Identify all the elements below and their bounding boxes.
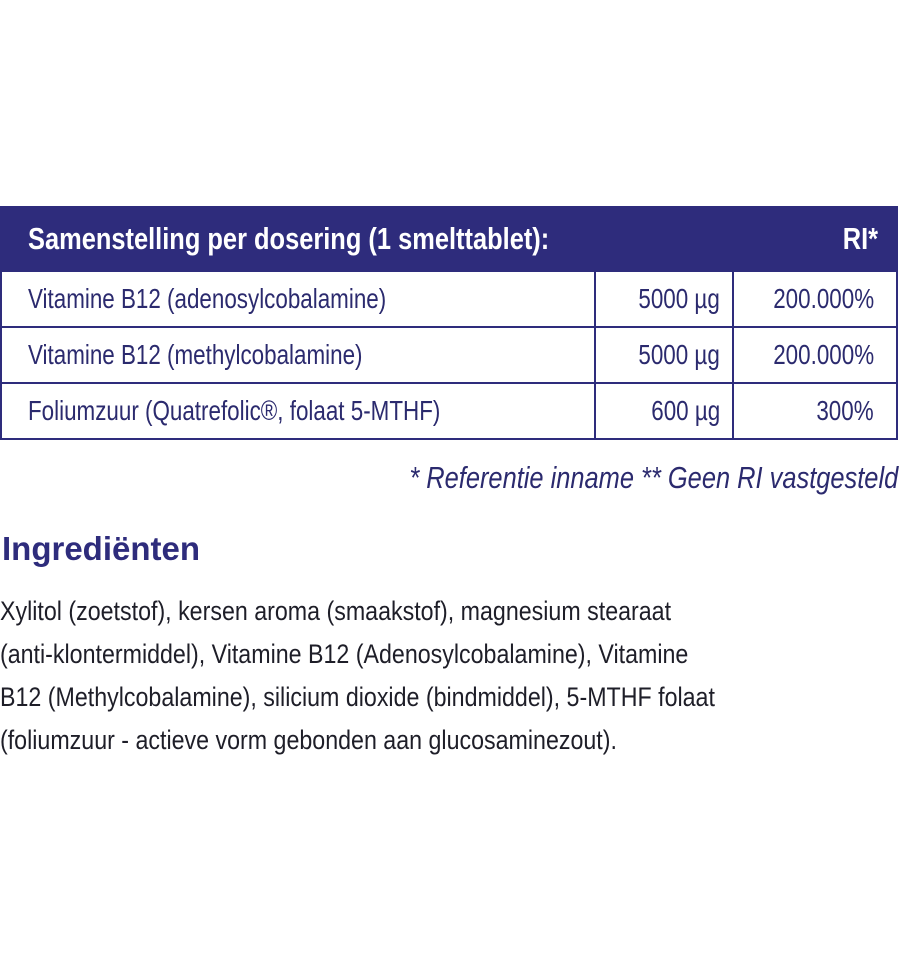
row-ri: 200.000% (773, 283, 874, 314)
row-amount: 5000 µg (638, 339, 720, 370)
header-ri: RI* (842, 221, 878, 256)
row-ri: 200.000% (773, 339, 874, 370)
row-name: Vitamine B12 (adenosylcobalamine) (28, 283, 387, 314)
table-row: Vitamine B12 (adenosylcobalamine) 5000 µ… (2, 270, 896, 326)
ingredients-line: (foliumzuur - actieve vorm gebonden aan … (0, 725, 617, 755)
nutrition-table: Samenstelling per dosering (1 smelttable… (0, 206, 898, 440)
ingredients-line: Xylitol (zoetstof), kersen aroma (smaaks… (0, 596, 672, 626)
row-amount: 600 µg (651, 395, 720, 426)
row-amount: 5000 µg (638, 283, 720, 314)
row-ri: 300% (816, 395, 874, 426)
ingredients-title: Ingrediënten (2, 530, 201, 567)
row-name: Foliumzuur (Quatrefolic®, folaat 5-MTHF) (28, 395, 441, 426)
ingredients-line: (anti-klontermiddel), Vitamine B12 (Aden… (0, 639, 689, 669)
table-row: Foliumzuur (Quatrefolic®, folaat 5-MTHF)… (2, 382, 896, 438)
ingredients-text: Xylitol (zoetstof), kersen aroma (smaaks… (0, 590, 831, 762)
table-header: Samenstelling per dosering (1 smelttable… (2, 208, 896, 270)
header-label: Samenstelling per dosering (1 smelttable… (28, 221, 550, 256)
row-name: Vitamine B12 (methylcobalamine) (28, 339, 363, 370)
ingredients-line: B12 (Methylcobalamine), silicium dioxide… (0, 682, 715, 712)
footnote: * Referentie inname ** Geen RI vastgeste… (409, 460, 898, 495)
table-row: Vitamine B12 (methylcobalamine) 5000 µg … (2, 326, 896, 382)
